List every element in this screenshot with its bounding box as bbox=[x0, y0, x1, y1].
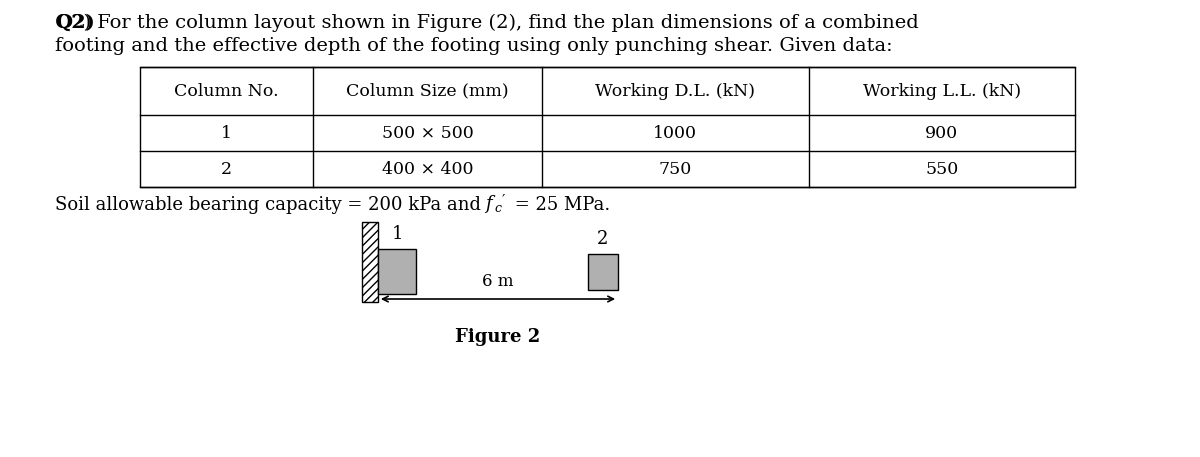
Text: 1000: 1000 bbox=[653, 124, 697, 142]
Text: 2: 2 bbox=[598, 229, 608, 248]
Bar bbox=[362, 222, 378, 302]
Text: 1: 1 bbox=[391, 225, 403, 243]
Text: footing and the effective depth of the footing using only punching shear. Given : footing and the effective depth of the f… bbox=[55, 37, 893, 55]
Text: c: c bbox=[494, 202, 502, 216]
Text: Working D.L. (kN): Working D.L. (kN) bbox=[595, 83, 755, 100]
Text: 750: 750 bbox=[659, 160, 692, 177]
Text: 400 × 400: 400 × 400 bbox=[382, 160, 473, 177]
Text: 6 m: 6 m bbox=[482, 273, 514, 290]
Text: Q2): Q2) bbox=[55, 14, 95, 32]
Text: = 25 MPa.: = 25 MPa. bbox=[509, 196, 611, 214]
Bar bbox=[362, 222, 378, 302]
Text: 550: 550 bbox=[925, 160, 959, 177]
Text: Soil allowable bearing capacity = 200 kPa and: Soil allowable bearing capacity = 200 kP… bbox=[55, 196, 487, 214]
Bar bbox=[588, 254, 618, 289]
Text: Column No.: Column No. bbox=[174, 83, 278, 100]
Text: Q2) For the column layout shown in Figure (2), find the plan dimensions of a com: Q2) For the column layout shown in Figur… bbox=[55, 14, 919, 32]
Text: 900: 900 bbox=[925, 124, 959, 142]
Bar bbox=[378, 249, 416, 294]
Text: 1: 1 bbox=[221, 124, 232, 142]
Text: ′: ′ bbox=[502, 193, 505, 207]
Text: Working L.L. (kN): Working L.L. (kN) bbox=[863, 83, 1021, 100]
Text: f: f bbox=[485, 195, 492, 213]
Text: Column Size (mm): Column Size (mm) bbox=[347, 83, 509, 100]
Text: 2: 2 bbox=[221, 160, 232, 177]
Bar bbox=[140, 67, 1075, 187]
Text: Figure 2: Figure 2 bbox=[455, 328, 541, 346]
Text: 500 × 500: 500 × 500 bbox=[382, 124, 473, 142]
